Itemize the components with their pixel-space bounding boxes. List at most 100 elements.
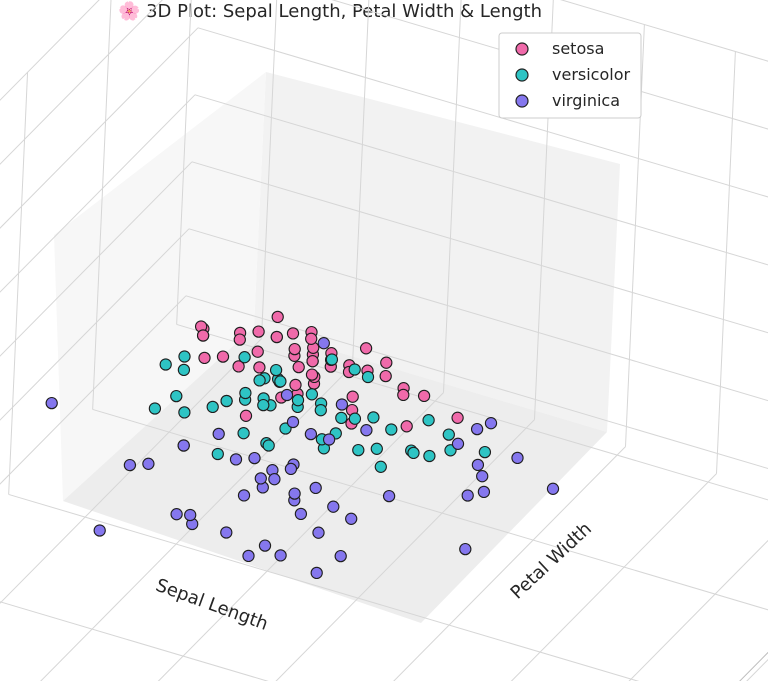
gridline-y-floor [0, 664, 549, 681]
virginica-point [184, 508, 197, 522]
virginica-point [93, 524, 106, 537]
legend-marker-versicolor [515, 68, 529, 82]
gridline-y-floor [0, 601, 269, 681]
gridline-z-back [188, 228, 768, 402]
virginica-point [286, 415, 300, 429]
legend-marker-setosa [515, 42, 529, 56]
versicolor-point [352, 443, 365, 457]
versicolor-point [148, 402, 162, 415]
virginica-point [322, 433, 336, 446]
virginica-point [237, 489, 251, 502]
versicolor-point [274, 375, 287, 388]
setosa-point [251, 345, 264, 358]
virginica-point [258, 539, 272, 552]
left-wall-pane [54, 72, 266, 501]
virginica-point [304, 427, 318, 441]
virginica-point [45, 396, 58, 410]
versicolor-point [257, 398, 270, 412]
setosa-point [380, 356, 393, 369]
virginica-point [476, 470, 489, 483]
virginica-point [123, 458, 137, 472]
gridline-x-floor [157, 392, 444, 681]
versicolor-point [211, 447, 224, 461]
gridline-z-side [0, 27, 199, 229]
virginica-point [335, 398, 349, 411]
virginica-point [274, 549, 287, 562]
versicolor-point [361, 370, 375, 384]
gridline-z-back [191, 161, 768, 334]
gridline-z-side [0, 161, 193, 357]
versicolor-point [177, 363, 191, 377]
setosa-point [292, 360, 305, 374]
setosa-point [400, 420, 413, 433]
virginica-point [280, 388, 294, 402]
versicolor-point [178, 406, 191, 419]
setosa-point [253, 361, 266, 374]
versicolor-point [374, 460, 387, 473]
setosa-point [216, 350, 230, 363]
versicolor-point [237, 427, 250, 440]
back-wall-pane [254, 72, 620, 432]
gridline-y-wall [176, 0, 192, 325]
setosa-point [305, 368, 319, 381]
setosa-point [397, 388, 410, 402]
gridline-z-back [185, 295, 768, 470]
virginica-point [382, 489, 396, 503]
virginica-point [484, 417, 498, 430]
setosa-point [305, 332, 318, 345]
versicolor-point [170, 389, 183, 403]
versicolor-point [239, 386, 252, 400]
virginica-point [177, 439, 190, 452]
gridline-x-floor [746, 658, 768, 681]
gridline-x-floor [275, 419, 535, 681]
virginica-point [310, 566, 323, 580]
versicolor-point [291, 394, 305, 407]
virginica-point [229, 453, 243, 466]
setosa-point [306, 355, 319, 368]
gridline-z-back [197, 27, 768, 198]
setosa-point [198, 351, 211, 365]
virginica-point [461, 489, 474, 502]
versicolor-point [206, 400, 219, 414]
versicolor-point [325, 353, 339, 366]
legend-label-virginica: virginica [552, 91, 620, 110]
setosa-point [451, 411, 464, 424]
virginica-point [294, 507, 308, 521]
legend-label-versicolor: versicolor [552, 65, 630, 84]
gridline-x-wall [352, 0, 370, 366]
virginica-point [360, 424, 373, 437]
gridline-x-wall [716, 51, 736, 474]
setosa-point [233, 333, 246, 346]
virginica-point [248, 451, 261, 465]
virginica-point [220, 526, 233, 539]
gridline-z-side [0, 228, 190, 421]
versicolor-point [348, 412, 362, 425]
versicolor-point [422, 414, 435, 427]
x-axis-label: Sepal Length [153, 575, 271, 635]
setosa-point [288, 342, 301, 356]
virginica-point [327, 500, 340, 513]
versicolor-point [178, 350, 191, 363]
gridline-y-wall [92, 0, 112, 410]
versicolor-point [367, 411, 380, 424]
setosa-point [286, 327, 300, 340]
versicolor-point [269, 363, 283, 377]
y-axis-line [739, 651, 768, 681]
gridline-x-floor [628, 539, 768, 681]
versicolor-point [262, 439, 275, 452]
virginica-point [212, 427, 225, 441]
data-points [45, 310, 560, 580]
legend-marker-virginica [515, 94, 529, 108]
virginica-point [459, 542, 472, 556]
legend-box [498, 32, 642, 119]
gridline-z-side [0, 94, 196, 293]
gridline-y-floor [8, 493, 640, 681]
versicolor-point [423, 449, 436, 463]
versicolor-point [159, 358, 172, 371]
virginica-point [334, 549, 347, 563]
virginica-point [451, 437, 465, 450]
gridline-x-floor [510, 473, 717, 681]
gridline-x-floor [40, 365, 353, 681]
virginica-point [309, 481, 322, 495]
